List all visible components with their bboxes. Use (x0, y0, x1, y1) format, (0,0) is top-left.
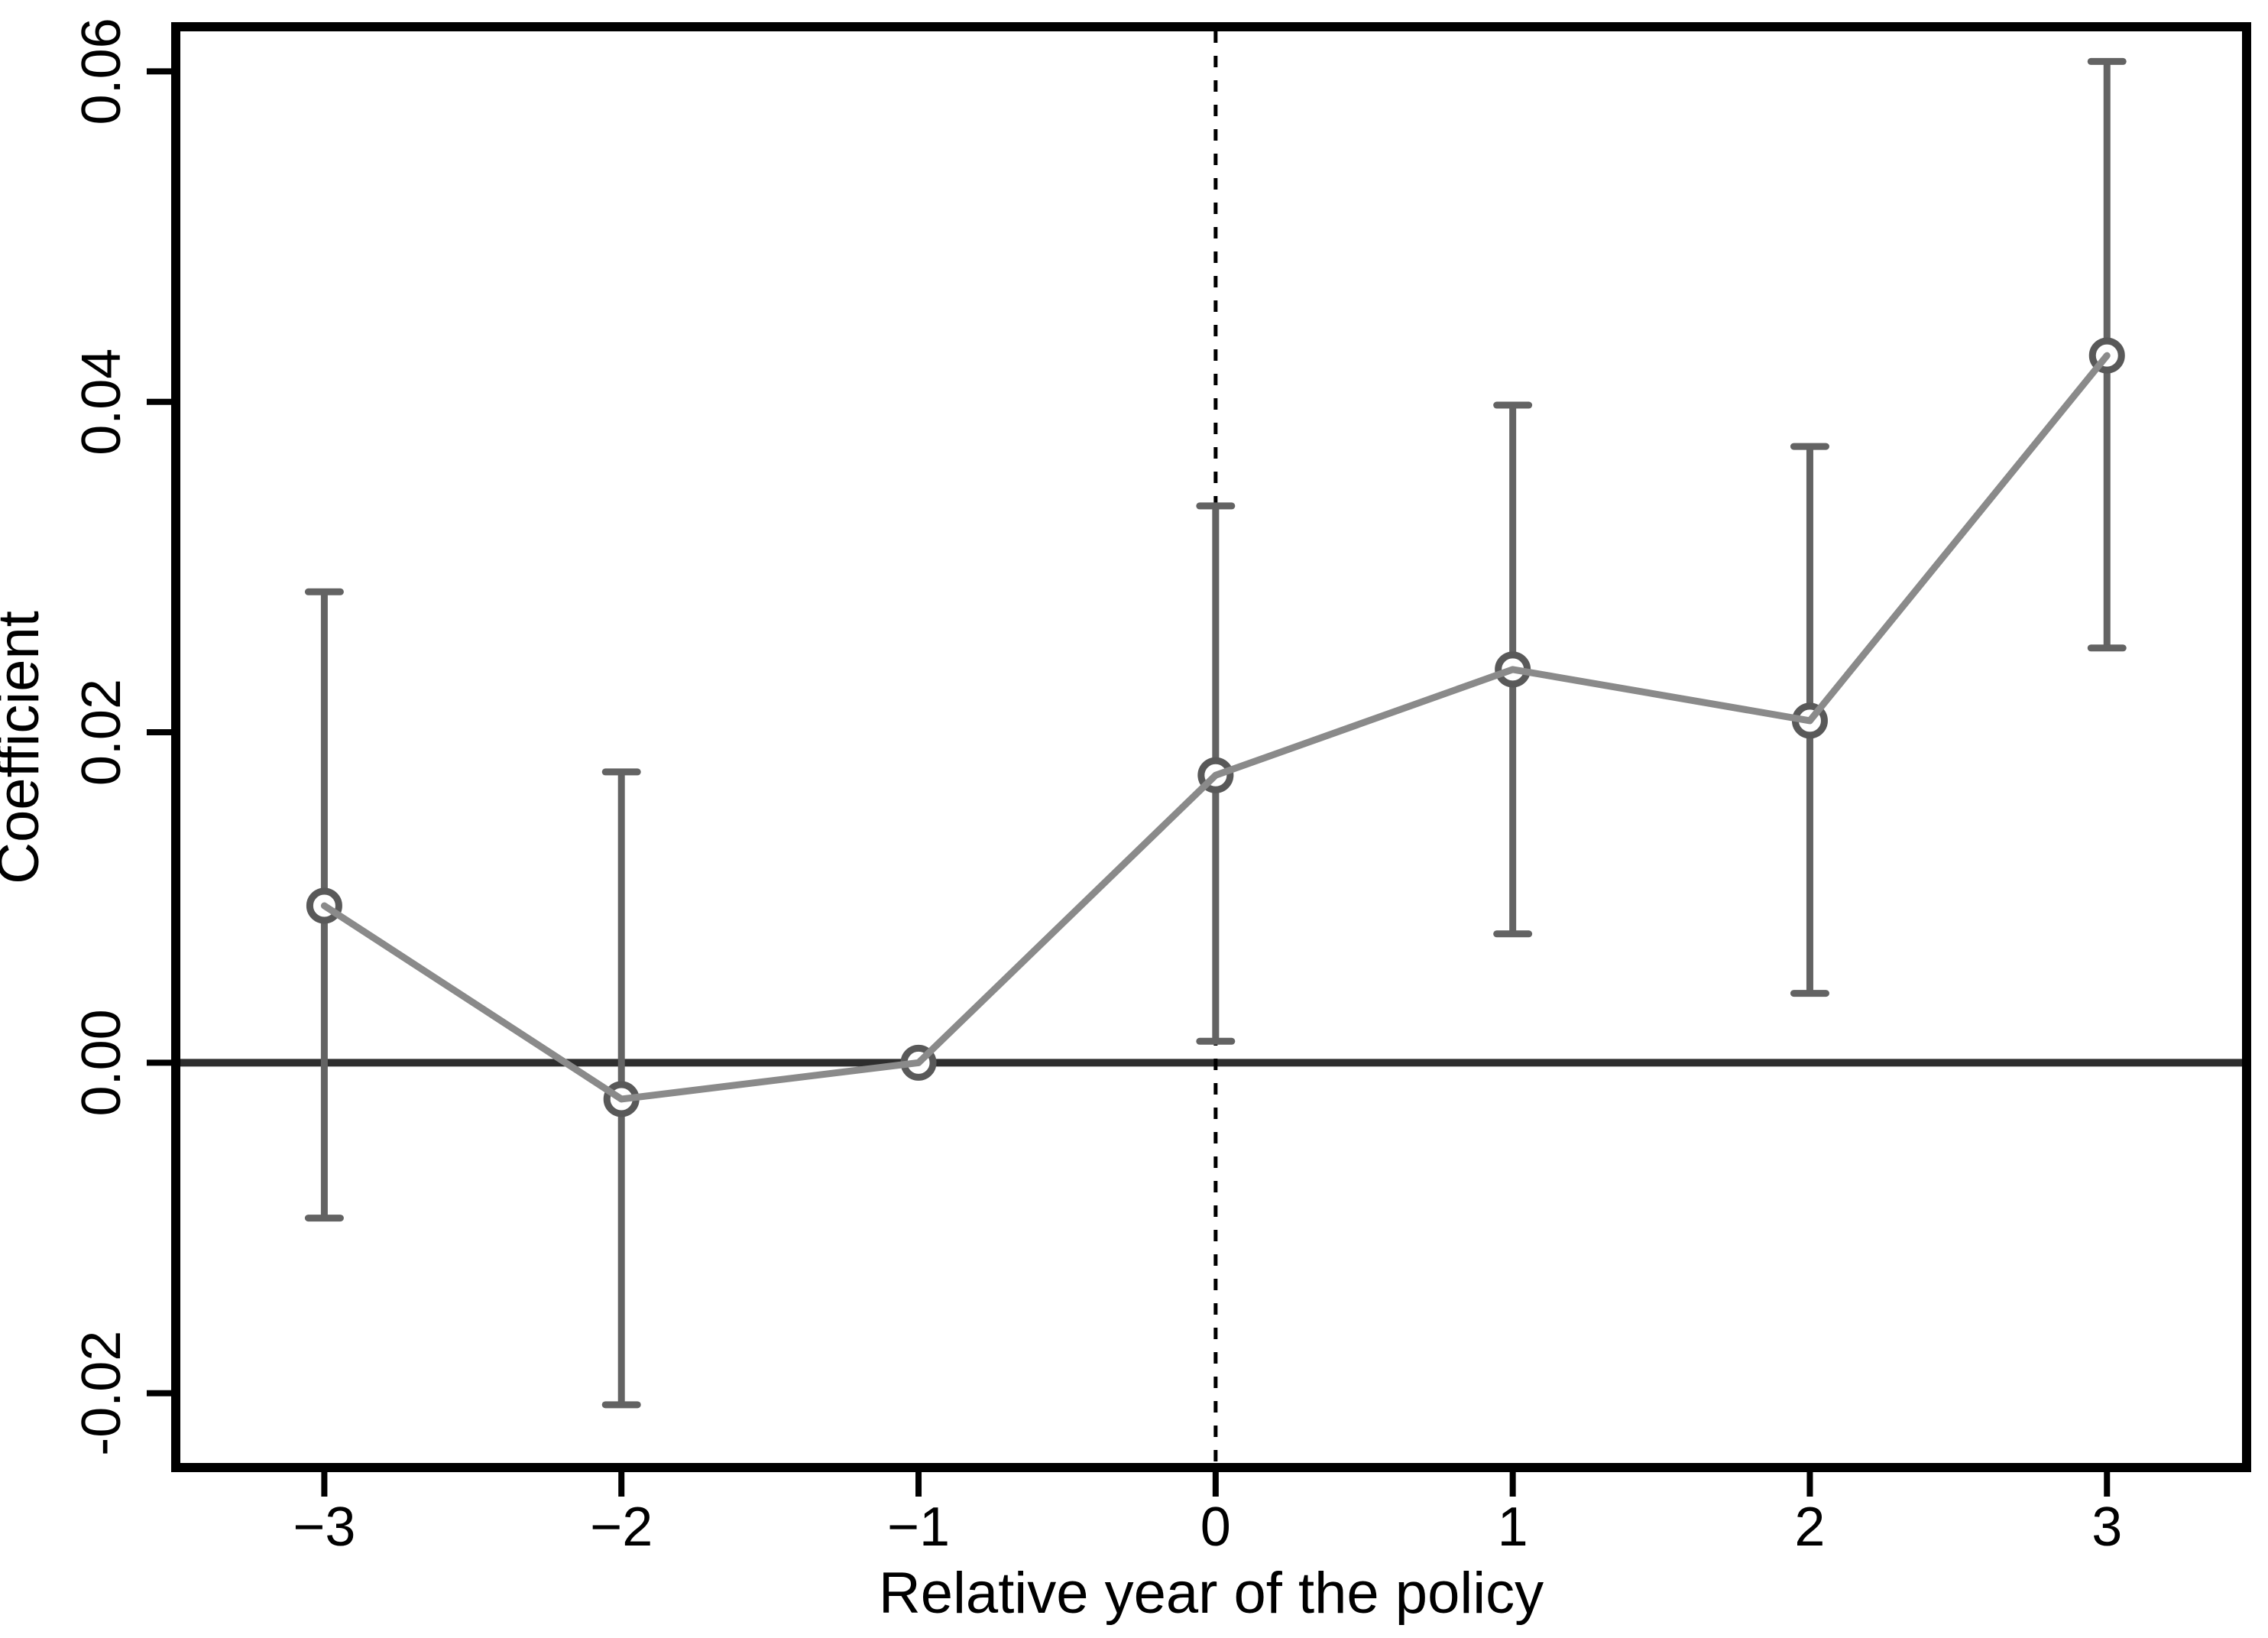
x-tick-label: 2 (1794, 1497, 1825, 1558)
y-tick-label: 0.04 (71, 349, 132, 456)
y-axis-title: Coefficient (0, 611, 51, 884)
y-tick-label: 0.06 (71, 18, 132, 125)
trend-line (320, 352, 2111, 1103)
x-tick-label: 0 (1200, 1497, 1231, 1558)
y-tick-label: 0.02 (71, 679, 132, 786)
plot-border (171, 22, 2251, 1472)
x-tick-label: −2 (590, 1497, 653, 1558)
x-tick-label: 3 (2091, 1497, 2122, 1558)
axes-layer: -0.02 0.00 0.02 0.04 0.06 −3 −2 −1 0 1 2 3 (71, 18, 2251, 1558)
error-bars-layer (304, 57, 2127, 1409)
x-tick-label: −1 (887, 1497, 950, 1558)
x-axis-title: Relative year of the policy (879, 1561, 1544, 1626)
reference-lines-layer (180, 31, 2242, 1463)
y-tick-label: -0.02 (71, 1331, 132, 1456)
x-tick-label: 1 (1498, 1497, 1528, 1558)
y-tick-label: 0.00 (71, 1009, 132, 1116)
trend-line-layer (320, 352, 2111, 1103)
x-tick-label: −3 (293, 1497, 355, 1558)
